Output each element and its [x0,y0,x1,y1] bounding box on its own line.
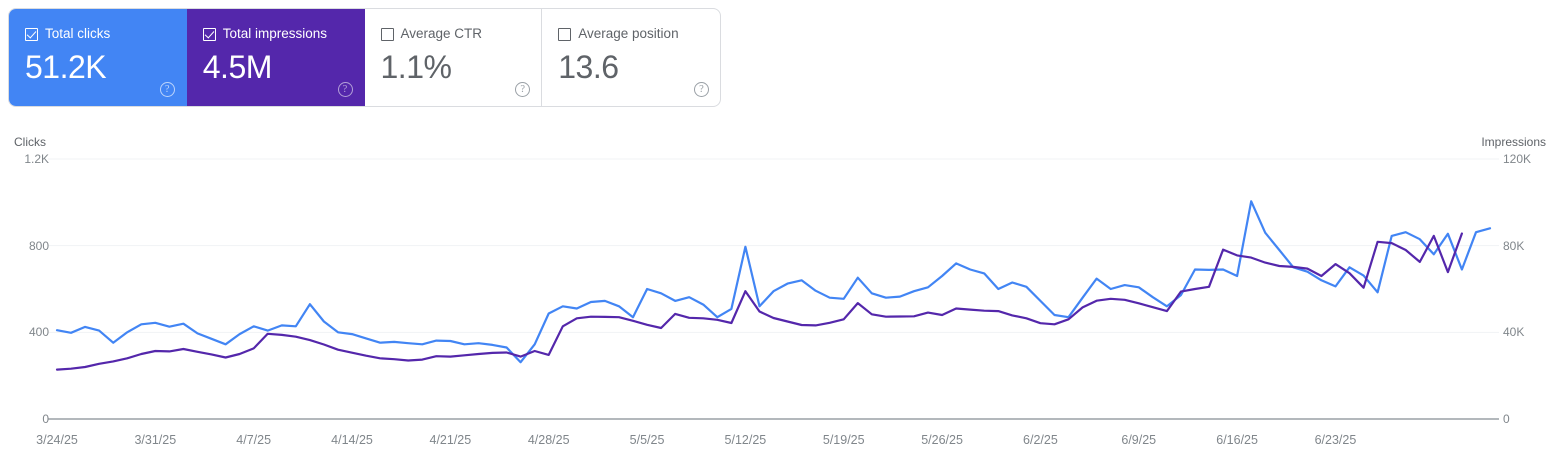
checkbox-average-position[interactable] [558,27,572,41]
x-axis-tick-label: 5/19/25 [822,433,865,447]
help-icon[interactable]: ? [159,82,175,97]
metric-card-label: Total clicks [45,26,111,41]
left-axis-tick-label: 800 [28,238,49,253]
metric-card-header: Total impressions [202,26,348,42]
left-axis-tick-label: 0 [42,412,49,426]
left-axis-tick-label: 1.2K [24,152,49,166]
x-axis-tick-label: 4/14/25 [331,433,373,447]
metric-card-total-clicks[interactable]: Total clicks 51.2K ? [9,9,187,106]
x-axis-tick-label: 4/28/25 [527,433,570,447]
chart-gridlines [48,158,1499,420]
metric-card-header: Average CTR [380,26,526,42]
metric-card-value: 4.5M [202,49,273,85]
series-line-clicks [55,200,1492,364]
right-axis-title: Impressions [1481,135,1546,149]
metric-card-header: Average position [558,26,704,42]
chart-plot-area [48,158,1499,420]
metric-cards-row: Total clicks 51.2K ? Total impressions 4… [8,8,721,107]
help-icon[interactable]: ? [693,82,709,97]
metric-card-value: 13.6 [558,49,619,85]
x-axis-tick-label: 5/12/25 [724,433,767,447]
x-axis-tick-label: 3/31/25 [134,433,177,447]
series-line-impressions [55,232,1464,371]
x-axis-tick-label: 6/16/25 [1216,433,1258,447]
metric-card-value: 51.2K [25,49,107,85]
x-axis-tick-label: 6/23/25 [1314,433,1357,447]
x-axis-tick-label: 3/24/25 [36,433,78,447]
right-axis-tick-label: 80K [1503,238,1525,253]
right-axis-tick-label: 40K [1503,325,1525,340]
metric-card-label: Total impressions [222,26,328,41]
checkbox-average-ctr[interactable] [380,27,394,41]
metric-card-average-position[interactable]: Average position 13.6 ? [542,9,720,106]
left-axis-tick-label: 400 [28,325,49,340]
metric-card-total-impressions[interactable]: Total impressions 4.5M ? [186,9,365,106]
x-axis-tick-label: 6/9/25 [1121,433,1157,447]
metric-card-label: Average CTR [400,26,483,41]
left-axis-title: Clicks [14,135,46,149]
metric-card-header: Total clicks [25,26,170,42]
help-icon[interactable]: ? [515,82,531,97]
performance-chart: Clicks Impressions 0 400 800 1.2K 0 40K 80K 12… [0,115,1557,474]
right-axis-tick-label: 0 [1503,412,1510,426]
x-axis-tick-label: 4/21/25 [429,433,472,447]
metric-card-label: Average position [578,26,679,41]
checkbox-total-clicks[interactable] [25,27,38,41]
right-axis-tick-label: 120K [1503,152,1532,166]
x-axis-tick-label: 6/2/25 [1023,433,1058,447]
help-icon[interactable]: ? [337,82,353,97]
x-axis-tick-label: 4/7/25 [236,433,272,447]
x-axis-tick-label: 5/26/25 [921,433,963,447]
checkbox-total-impressions[interactable] [202,27,216,41]
chart-series-lines [55,200,1492,371]
metric-card-average-ctr[interactable]: Average CTR 1.1% ? [365,9,543,106]
metric-card-value: 1.1% [380,49,452,85]
x-axis-tick-label: 5/5/25 [629,433,665,447]
